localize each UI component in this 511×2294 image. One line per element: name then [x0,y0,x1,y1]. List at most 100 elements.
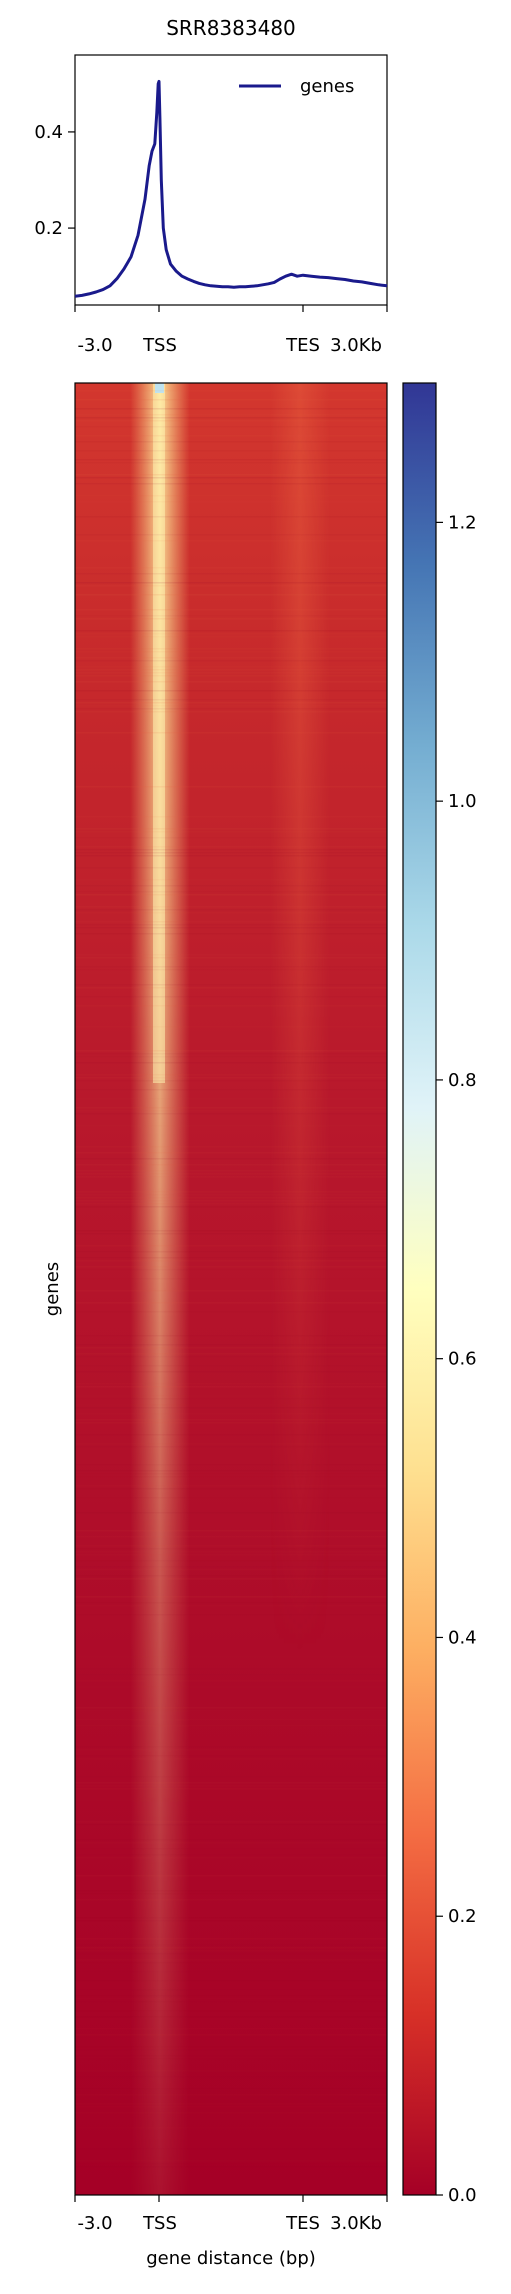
heatmap-row-streak [75,1488,387,1490]
heatmap-row-streak [75,1674,387,1676]
heatmap-row-streak [75,567,387,569]
heatmap-row-streak [75,1164,387,1166]
heatmap-row-streak [75,1476,387,1478]
heatmap-row-streak [75,1353,387,1355]
heatmap-row-streak [75,516,387,518]
heatmap-row-streak [75,1203,387,1205]
heatmap-frame [74,382,388,2196]
heatmap-row-streak [75,846,387,848]
heatmap-row-streak [75,1422,387,1424]
heatmap-x-tick-label: TSS [142,2213,177,2234]
heatmap-row-streak [75,1605,387,1607]
heatmap-row-streak [75,417,387,419]
profile-legend: genes [239,76,354,97]
heatmap-row-streak [75,1596,387,1598]
heatmap-row-streak [75,984,387,986]
heatmap-row-streak [75,954,387,956]
heatmap-row-streak [75,1656,387,1658]
series-line-genes [74,79,388,298]
heatmap-row-streak [75,1470,387,1472]
heatmap-row-streak [75,441,387,443]
heatmap-row-streak [75,1080,387,1082]
heatmap-row-streak [75,1788,387,1790]
heatmap-row-streak [75,849,387,851]
heatmap-row-streak [75,1953,387,1955]
heatmap-row-streak [75,1536,387,1538]
heatmap-x-tick-label: 3.0Kb [330,2213,382,2234]
heatmap-x-ticks: -3.0 TSS TES 3.0Kb [74,2195,388,2234]
heatmap-row-streak [75,1668,387,1670]
heatmap-row-streak [75,1257,387,1259]
heatmap-row-streak [75,852,387,854]
heatmap-row-streak [75,2046,387,2048]
heatmap-row-streak [75,921,387,923]
profile-y-tick-label: 0.2 [34,218,63,239]
heatmap-row-streak [75,1365,387,1367]
heatmap-row-streak [75,1110,387,1112]
heatmap-row-streak [75,996,387,998]
heatmap-row-streak [75,828,387,830]
heatmap-row-streak [75,1146,387,1148]
heatmap-row-streak [75,495,387,497]
heatmap-row-streak [75,1191,387,1193]
heatmap-row-streak [75,1026,387,1028]
heatmap-row-streak [75,1719,387,1721]
colorbar-tick-label: 1.2 [448,512,477,533]
profile-title: SRR8383480 [166,16,296,40]
heatmap-row-streak [75,573,387,575]
heatmap-row-streak [75,786,387,788]
heatmap-row-streak [75,1893,387,1895]
heatmap-row-streak [75,705,387,707]
heatmap-row-streak [75,582,387,584]
heatmap-row-streak [75,1578,387,1580]
heatmap-row-streak [75,1776,387,1778]
heatmap-row-streak [75,1746,387,1748]
heatmap-row-streak [75,966,387,968]
heatmap-row-streak [75,1998,387,2000]
heatmap-row-streak [75,2106,387,2108]
heatmap-row-streak [75,957,387,959]
heatmap-row-streak [75,987,387,989]
heatmap-row-streak [75,831,387,833]
heatmap-row-streak [75,1269,387,1271]
heatmap-row-streak [75,2001,387,2003]
heatmap-row-streak [75,462,387,464]
colorbar-tick-label: 1.0 [448,791,477,812]
heatmap-row-streak [75,390,387,392]
heatmap-row-streak [75,414,387,416]
heatmap-row-streak [75,1347,387,1349]
heatmap-row-streak [75,609,387,611]
heatmap-row-streak [75,702,387,704]
heatmap-row-streak [75,1074,387,1076]
heatmap-row-streak [75,2088,387,2090]
profile-x-tick-label: TSS [142,335,177,356]
heatmap-row-streak [75,1959,387,1961]
heatmap-row-streak [75,732,387,734]
heatmap-row-streak [75,1749,387,1751]
heatmap-row-streak [75,1839,387,1841]
heatmap-row-streak [75,1944,387,1946]
heatmap-tss-core [153,383,165,1083]
heatmap-row-streak [75,615,387,617]
heatmap-base [75,383,387,2195]
heatmap-row-streak [75,885,387,887]
heatmap-row-streak [75,2010,387,2012]
heatmap-row-streak [75,630,387,632]
heatmap-row-streak [75,1197,387,1199]
heatmap-row-streak [75,501,387,503]
heatmap-row-streak [75,1842,387,1844]
heatmap-x-tick-label: -3.0 [77,2213,112,2234]
heatmap-row-streak [75,1566,387,1568]
heatmap: genes -3.0 TSS TES 3.0Kb gene distance (… [42,382,388,2269]
heatmap-row-streak [75,2166,387,2168]
heatmap-row-streak [75,2070,387,2072]
heatmap-row-streak [75,2094,387,2096]
heatmap-row-streak [75,2163,387,2165]
heatmap-row-streak [75,924,387,926]
heatmap-x-label: gene distance (bp) [146,2248,316,2269]
heatmap-row-streak [75,585,387,587]
heatmap-row-streak [75,1707,387,1709]
heatmap-row-streak [75,477,387,479]
heatmap-row-streak [75,2160,387,2162]
heatmap-row-streak [75,1545,387,1547]
